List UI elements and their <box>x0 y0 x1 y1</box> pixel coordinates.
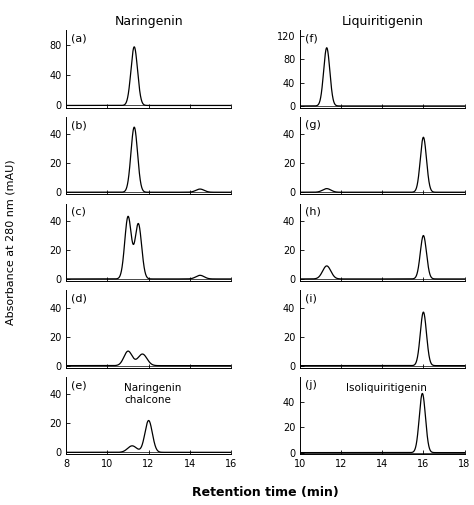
Text: (g): (g) <box>305 120 321 130</box>
Text: (i): (i) <box>305 293 317 304</box>
Text: (h): (h) <box>305 207 321 217</box>
Text: Absorbance at 280 nm (mAU): Absorbance at 280 nm (mAU) <box>5 160 16 325</box>
Text: (e): (e) <box>71 380 87 390</box>
Text: (j): (j) <box>305 380 317 390</box>
Text: (b): (b) <box>71 120 87 130</box>
Text: (c): (c) <box>71 207 86 217</box>
Text: (a): (a) <box>71 33 87 43</box>
Text: Retention time (min): Retention time (min) <box>192 486 339 499</box>
Title: Liquiritigenin: Liquiritigenin <box>341 15 423 28</box>
Text: Naringenin
chalcone: Naringenin chalcone <box>124 383 182 405</box>
Text: (d): (d) <box>71 293 87 304</box>
Text: (f): (f) <box>305 33 318 43</box>
Title: Naringenin: Naringenin <box>114 15 183 28</box>
Text: Isoliquiritigenin: Isoliquiritigenin <box>346 383 427 393</box>
